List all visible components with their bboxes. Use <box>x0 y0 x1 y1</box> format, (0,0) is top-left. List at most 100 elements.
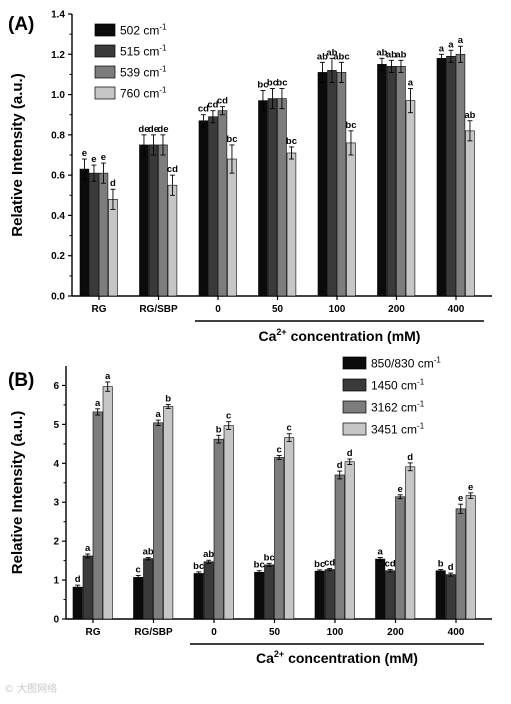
legend-label: 502 cm-1 <box>120 23 167 38</box>
significance-label: cd <box>198 104 209 115</box>
significance-label: a <box>105 371 111 382</box>
significance-label: bc <box>193 561 204 572</box>
legend-swatch <box>342 422 367 436</box>
significance-label: de <box>148 124 159 135</box>
significance-label: cd <box>385 559 396 570</box>
significance-label: cd <box>324 557 335 568</box>
significance-label: d <box>337 460 343 471</box>
x-tick-label: 200 <box>387 627 404 638</box>
bar <box>208 116 218 297</box>
significance-label: d <box>75 574 81 585</box>
legend-label: 3162 cm-1 <box>371 400 425 415</box>
bar <box>227 158 237 297</box>
significance-label: cd <box>207 100 218 111</box>
legend: 850/830 cm-1 1450 cm-1 3162 cm-1 3451 cm-1 <box>342 356 441 437</box>
significance-label: ab <box>143 547 154 558</box>
legend-swatch <box>94 44 116 58</box>
bar <box>82 555 93 620</box>
significance-label: c <box>136 564 141 575</box>
bar <box>445 574 456 620</box>
significance-label: bc <box>226 134 237 145</box>
x-tick-label: 100 <box>329 304 346 315</box>
bar <box>455 508 466 620</box>
significance-label: e <box>82 148 87 159</box>
x-axis-label: Ca2+ concentration (mM) <box>259 327 421 344</box>
significance-label: ab <box>326 47 337 58</box>
significance-label: bc <box>314 559 325 570</box>
y-tick-label: 0.4 <box>51 211 65 222</box>
bar <box>92 411 103 620</box>
significance-label: c <box>277 445 282 456</box>
bar <box>344 461 355 620</box>
bar <box>446 55 456 297</box>
significance-label: c <box>226 411 231 422</box>
x-tick-label: RG <box>86 627 101 638</box>
legend-label: 760 cm-1 <box>120 86 167 101</box>
legend-swatch <box>342 356 367 370</box>
bar <box>167 184 178 297</box>
bar <box>139 144 149 297</box>
bar <box>102 386 113 620</box>
bar <box>334 474 345 620</box>
y-tick-label: 5 <box>53 420 59 431</box>
y-tick-label: 1.0 <box>51 90 65 101</box>
significance-label: cd <box>167 164 178 175</box>
significance-label: ab <box>395 49 406 60</box>
x-tick-label: 200 <box>388 304 405 315</box>
legend-swatch <box>94 65 116 79</box>
significance-label: bc <box>286 136 297 147</box>
bar <box>386 66 397 297</box>
bar <box>72 586 83 620</box>
legend-label: 515 cm-1 <box>120 44 167 59</box>
bar <box>286 152 297 297</box>
bar <box>254 571 265 620</box>
panel-label: (B) <box>8 370 34 391</box>
significance-label: a <box>156 409 162 420</box>
x-tick-label: RG/SBP <box>134 627 173 638</box>
legend: 502 cm-1 515 cm-1 539 cm-1 760 cm-1 <box>94 23 167 101</box>
watermark-text: © 大图网络 <box>4 684 58 695</box>
bar <box>435 570 446 620</box>
bar <box>148 144 159 297</box>
significance-label: de <box>138 124 149 135</box>
significance-label: a <box>85 543 91 554</box>
y-tick-label: 4 <box>53 459 59 470</box>
bar <box>264 564 275 620</box>
significance-label: ab <box>376 47 387 58</box>
significance-label: d <box>407 452 413 463</box>
legend-label: 3451 cm-1 <box>371 422 425 437</box>
bar <box>198 120 209 297</box>
significance-label: a <box>458 35 464 46</box>
significance-label: d <box>347 448 353 459</box>
significance-label: e <box>398 484 403 495</box>
significance-label: a <box>408 78 414 89</box>
bar <box>317 72 328 297</box>
x-tick-label: 400 <box>448 304 465 315</box>
significance-label: ab <box>203 549 214 560</box>
bar <box>395 496 406 620</box>
bar <box>79 168 90 297</box>
bar <box>108 199 118 297</box>
bar <box>465 130 475 297</box>
x-axis-label: Ca2+ concentration (mM) <box>256 649 418 666</box>
y-tick-label: 0.8 <box>51 130 65 141</box>
x-tick-label: 0 <box>215 304 221 315</box>
significance-label: e <box>91 154 96 165</box>
y-tick-label: 1.2 <box>51 50 65 61</box>
significance-label: b <box>165 394 171 405</box>
bar <box>346 142 356 297</box>
bar <box>267 98 278 297</box>
significance-label: cd <box>217 96 228 107</box>
chart-panel-a: (A) Relative Intensity (a.u.) 0.0 0.2 0.4 0.6… <box>8 10 492 344</box>
significance-label: b <box>438 559 444 570</box>
significance-label: bc <box>267 78 278 89</box>
bar <box>396 66 406 297</box>
bar <box>163 406 174 620</box>
significance-label: ab <box>317 51 328 62</box>
legend-label: 539 cm-1 <box>120 65 167 80</box>
x-tick-label: 100 <box>327 627 344 638</box>
legend-label: 1450 cm-1 <box>371 378 425 393</box>
bar <box>375 558 386 620</box>
bar <box>213 438 224 620</box>
